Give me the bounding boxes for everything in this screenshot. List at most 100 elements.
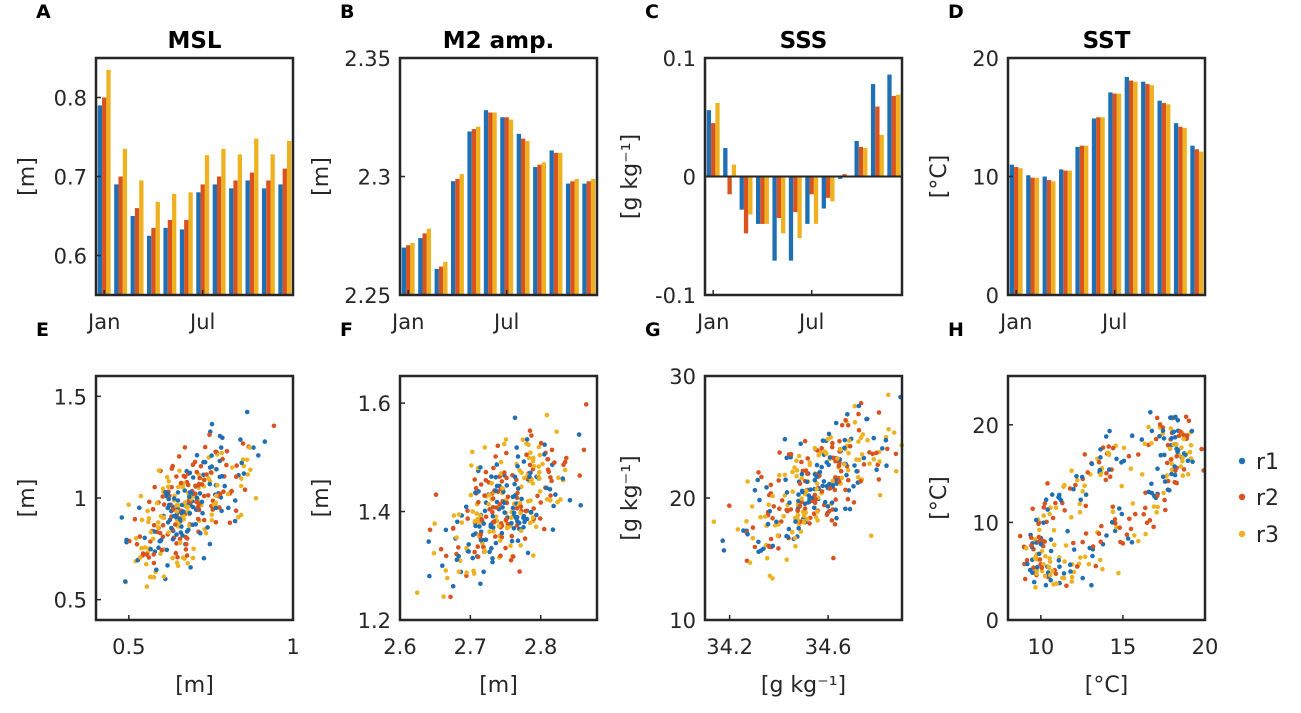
point-r1 xyxy=(798,441,803,447)
point-r3 xyxy=(526,442,531,448)
point-r3 xyxy=(451,513,457,518)
point-r2 xyxy=(549,447,555,453)
point-r2 xyxy=(476,499,481,505)
point-r2 xyxy=(577,473,582,478)
point-r1 xyxy=(171,496,177,501)
point-r3 xyxy=(146,516,152,521)
point-r2 xyxy=(583,402,589,407)
point-r3 xyxy=(1142,441,1148,447)
point-r3 xyxy=(537,476,542,481)
bar-r2-month-7 xyxy=(504,117,509,295)
point-r2 xyxy=(802,438,808,444)
point-r1 xyxy=(501,500,507,506)
point-r1 xyxy=(137,505,142,511)
point-r3 xyxy=(489,481,495,486)
point-r3 xyxy=(498,538,503,543)
point-r1 xyxy=(124,537,129,543)
point-r2 xyxy=(185,482,191,488)
point-r3 xyxy=(1106,452,1112,458)
point-r3 xyxy=(219,450,224,456)
point-r1 xyxy=(489,545,494,551)
y-tick-label: 1.4 xyxy=(358,501,391,525)
point-r2 xyxy=(497,502,503,507)
panel-h: H 10 15 20 [°C] 0 10 20 [°C] xyxy=(927,319,1218,698)
point-r1 xyxy=(842,445,847,451)
point-r1 xyxy=(478,465,483,470)
bar-r1-month-9 xyxy=(1141,81,1146,295)
point-r3 xyxy=(1178,464,1184,469)
point-r1 xyxy=(1109,520,1115,525)
point-r2 xyxy=(867,450,872,455)
point-r2 xyxy=(1155,493,1160,499)
point-r1 xyxy=(1157,434,1162,439)
point-r3 xyxy=(175,484,181,490)
point-r3 xyxy=(165,484,171,490)
point-r3 xyxy=(886,392,891,398)
point-r1 xyxy=(1175,418,1181,423)
point-r1 xyxy=(180,533,185,538)
point-r1 xyxy=(516,520,522,526)
point-r1 xyxy=(478,581,483,587)
point-r3 xyxy=(1180,473,1186,478)
point-r2 xyxy=(448,594,453,600)
point-r2 xyxy=(1165,442,1171,448)
point-r1 xyxy=(454,557,460,562)
y-tick-label: 10 xyxy=(972,166,999,190)
bar-r1-month-9 xyxy=(533,167,538,295)
point-r2 xyxy=(829,518,835,523)
point-r1 xyxy=(226,505,231,511)
point-r1 xyxy=(175,490,181,495)
point-r3 xyxy=(1136,538,1141,544)
point-r1 xyxy=(1129,540,1135,545)
point-r1 xyxy=(1057,564,1062,570)
point-r3 xyxy=(1047,511,1052,517)
point-r1 xyxy=(179,524,184,529)
bar-r1-month-7 xyxy=(500,117,505,295)
x-tick-label: Jul xyxy=(797,310,824,334)
point-r2 xyxy=(786,452,792,457)
point-r2 xyxy=(1098,539,1103,544)
point-r2 xyxy=(147,499,152,505)
point-r3 xyxy=(445,575,450,581)
point-r2 xyxy=(847,444,853,449)
bar-r1-month-2 xyxy=(723,148,728,177)
point-r3 xyxy=(1130,501,1136,506)
bar-r2-month-7 xyxy=(1112,93,1117,295)
point-r1 xyxy=(171,513,177,519)
point-r3 xyxy=(803,510,808,516)
point-r2 xyxy=(169,466,175,471)
point-r1 xyxy=(812,477,818,483)
point-r3 xyxy=(501,441,507,447)
point-r3 xyxy=(891,430,897,435)
point-r2 xyxy=(240,441,246,446)
point-r1 xyxy=(515,464,520,469)
point-r1 xyxy=(158,537,164,543)
bar-r3-month-2 xyxy=(1034,177,1040,295)
point-r3 xyxy=(794,458,799,464)
point-r2 xyxy=(208,470,214,475)
point-r3 xyxy=(180,555,186,560)
point-r3 xyxy=(1132,533,1137,538)
point-r3 xyxy=(1169,467,1175,473)
point-r1 xyxy=(510,505,516,511)
point-r1 xyxy=(745,532,750,537)
bar-r3-month-9 xyxy=(1149,85,1154,295)
point-r2 xyxy=(788,507,794,512)
point-r1 xyxy=(1185,458,1191,464)
point-r1 xyxy=(239,460,244,466)
point-r3 xyxy=(533,524,539,530)
point-r1 xyxy=(830,483,836,488)
point-r3 xyxy=(1188,443,1194,448)
point-r2 xyxy=(183,547,189,552)
point-r3 xyxy=(213,500,218,506)
point-r1 xyxy=(509,538,515,544)
bar-r3-month-4 xyxy=(459,174,464,295)
legend-label-r1: r1 xyxy=(1256,450,1279,475)
point-r3 xyxy=(556,475,561,481)
point-r1 xyxy=(824,460,829,465)
point-r2 xyxy=(1028,535,1034,540)
point-r1 xyxy=(1112,528,1118,534)
point-r3 xyxy=(469,463,474,468)
bar-r3-month-9 xyxy=(237,154,242,295)
point-r2 xyxy=(832,522,838,527)
